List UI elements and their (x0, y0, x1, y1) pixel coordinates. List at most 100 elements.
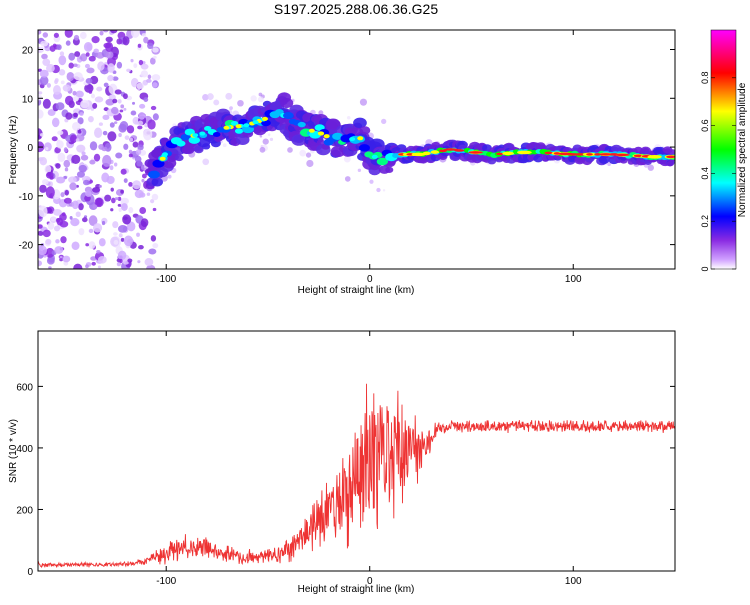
spectrogram-cell (78, 228, 85, 236)
spectrogram-cell (107, 75, 114, 82)
spectrogram-cell (116, 38, 123, 45)
spectrogram-cell (147, 119, 156, 130)
spectrogram-cell (106, 175, 115, 185)
spectrogram-cell (93, 153, 101, 162)
spectrogram-cell (385, 166, 394, 174)
spectrogram-cell (60, 236, 67, 244)
colorbar-gradient (710, 29, 737, 270)
snr-marks (38, 383, 675, 569)
spectrogram-cell (60, 80, 65, 85)
spectrogram-cell (139, 207, 147, 215)
colorbar-label: Normalized spectral amplitude (737, 82, 748, 217)
spectrogram-cell (45, 186, 55, 199)
spectrogram-cell (63, 159, 71, 168)
spectrogram-cell (140, 164, 146, 171)
spectrogram-cell (202, 94, 209, 101)
spectrogram-cell (78, 164, 88, 173)
spectrogram-cell (234, 128, 244, 134)
spectrogram-cell (180, 133, 191, 141)
spectrogram-cell (136, 82, 145, 89)
snr-x-tick-label: 100 (565, 576, 582, 587)
spectrogram-cell (54, 78, 59, 83)
spectrogram-cell (98, 184, 102, 188)
spectrogram-cell (85, 52, 90, 57)
spectrogram-cell (152, 55, 157, 59)
spectrogram-cell (60, 192, 65, 198)
spectrogram-cell (146, 192, 151, 196)
spectrogram-cell (332, 132, 344, 140)
colorbar-ticks: 0 0.2 0.4 0.6 0.8 (700, 72, 736, 272)
spectrogram-cell (259, 134, 263, 138)
spectrogram-cell (371, 154, 378, 159)
spectrogram-cell (134, 155, 142, 163)
spectrogram-cell (107, 63, 115, 73)
spectrogram-cell (80, 99, 90, 109)
spectrogram-cell (82, 179, 90, 186)
spectrogram-cell (38, 245, 48, 256)
spectrogram-cell (41, 53, 48, 60)
spectrogram-cell (64, 95, 74, 106)
spectrogram-cell (92, 187, 101, 193)
spectrogram-cell (112, 76, 119, 81)
spectrogram-cell (143, 128, 153, 141)
spectrogram-cell (94, 96, 104, 103)
spectrogram-cell (133, 63, 138, 69)
spectrogram-cell (40, 40, 49, 47)
spectrogram-cell (66, 71, 75, 82)
spectrogram-cell (73, 95, 79, 102)
spectrogram-cell (123, 235, 134, 247)
spectrogram-cell (86, 67, 95, 74)
spectrogram-cell (46, 64, 55, 73)
spectrogram-cell (116, 61, 123, 69)
spectrogram-cell (89, 141, 98, 151)
spectrogram-cell (111, 106, 119, 115)
spectrogram-cell (252, 120, 259, 125)
spectrogram-cell (112, 221, 119, 229)
spectrogram-cell (39, 184, 47, 193)
spectrogram-cell (110, 30, 118, 34)
spectrogram-cell (92, 204, 98, 210)
spectrogram-cell (105, 51, 114, 59)
spectrogram-cell (58, 55, 67, 66)
spectrogram-cell (359, 126, 371, 135)
spectrogram-cell (105, 98, 115, 106)
spectrogram-cell (93, 48, 99, 54)
spectrogram-cell (148, 170, 160, 179)
spectrogram-cell (45, 146, 49, 151)
spectrogram-cell (128, 207, 134, 214)
spectrogram-cell (468, 151, 483, 154)
spectrogram-cell (56, 44, 62, 51)
spectrogram-cell (71, 154, 81, 165)
spectrogram-cell (75, 138, 80, 142)
spectrogram-cell (118, 132, 122, 138)
spectrogram-cell (102, 154, 112, 167)
spectrogram-cell (136, 161, 143, 167)
spectrogram-cell (78, 203, 84, 211)
spectrogram-cell (502, 151, 515, 156)
spectrogram-cell (161, 152, 168, 157)
spectrogram-cell (75, 211, 81, 218)
spectrogram-cell (56, 140, 64, 149)
spectrogram-cell (117, 250, 127, 260)
spectrogram-cell (140, 63, 149, 70)
spectrogram-cell (73, 34, 80, 41)
spectrogram-cell (120, 104, 125, 109)
spectrogram-cell (42, 58, 51, 66)
spectrogram-cell (45, 238, 52, 245)
spectrogram-cell (152, 207, 157, 212)
spectrogram-cell (43, 142, 52, 152)
spectrogram-cell (39, 69, 49, 78)
spectrogram-cell (147, 42, 154, 50)
spectrogram-cell (149, 57, 156, 65)
spectrogram-cell (88, 215, 98, 227)
spectrogram-cell (151, 177, 163, 187)
spectrogram-cell (647, 155, 662, 159)
spectrogram-cell (38, 91, 43, 95)
spectrogram-cell (40, 133, 44, 137)
spectrogram-cell (343, 155, 351, 163)
spectrogram-cell (85, 190, 92, 197)
spectrogram-cell (316, 139, 325, 146)
spectrogram-cell (120, 203, 128, 211)
